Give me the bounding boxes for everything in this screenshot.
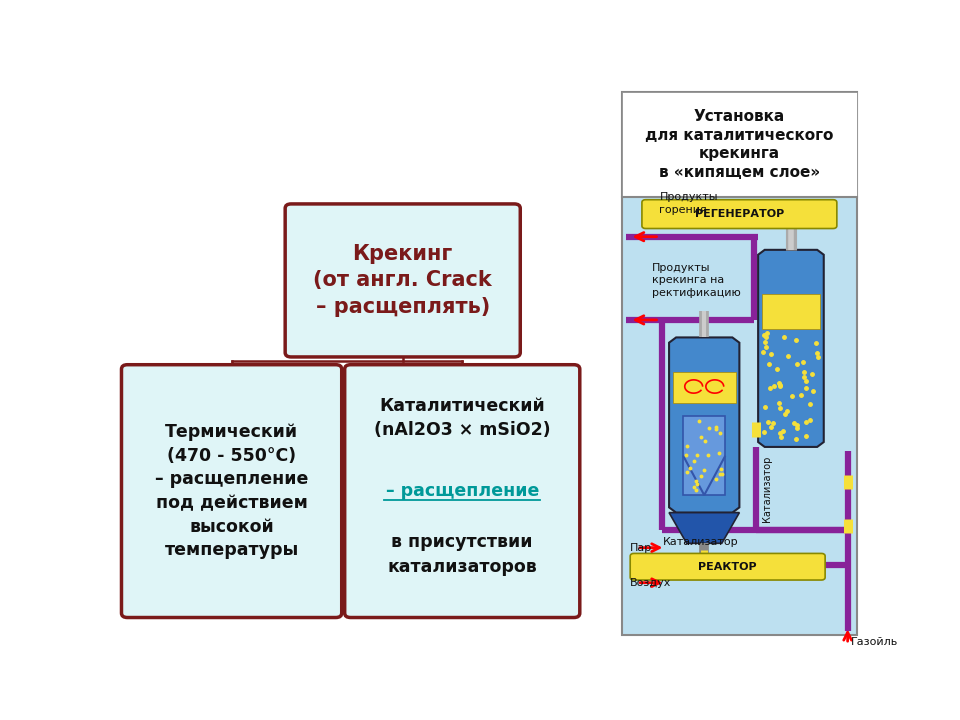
Text: Катализатор: Катализатор [761,455,772,522]
Text: в присутствии
катализаторов: в присутствии катализаторов [388,533,537,576]
Text: РЕАКТОР: РЕАКТОР [698,562,757,572]
Polygon shape [758,250,824,447]
FancyBboxPatch shape [622,92,856,197]
Text: Крекинг
(от англ. Crack
– расщеплять): Крекинг (от англ. Crack – расщеплять) [313,244,492,317]
Text: Термический
(470 - 550°С)
– расщепление
под действием
высокой
температуры: Термический (470 - 550°С) – расщепление … [155,423,308,559]
Text: Пар: Пар [630,543,652,553]
FancyBboxPatch shape [622,92,856,635]
Text: Каталитический
(nAl2O3 × mSiO2): Каталитический (nAl2O3 × mSiO2) [374,397,550,438]
FancyBboxPatch shape [684,416,726,495]
Polygon shape [669,338,739,513]
FancyBboxPatch shape [345,365,580,618]
FancyBboxPatch shape [642,199,837,228]
FancyBboxPatch shape [762,294,820,328]
FancyBboxPatch shape [285,204,520,357]
FancyBboxPatch shape [122,365,342,618]
Polygon shape [669,513,739,544]
Text: Газойль: Газойль [852,637,899,647]
Text: – расщепление: – расщепление [386,482,539,500]
Text: Воздух: Воздух [630,577,671,588]
Text: Катализатор: Катализатор [662,537,738,546]
FancyBboxPatch shape [673,372,735,403]
Text: Установка
для каталитического
крекинга
в «кипящем слое»: Установка для каталитического крекинга в… [645,109,833,180]
FancyBboxPatch shape [630,554,826,580]
Text: Продукты
крекинга на
ректификацию: Продукты крекинга на ректификацию [652,263,741,298]
Text: Продукты
горения: Продукты горения [660,192,718,215]
Text: РЕГЕНЕРАТОР: РЕГЕНЕРАТОР [695,209,784,219]
